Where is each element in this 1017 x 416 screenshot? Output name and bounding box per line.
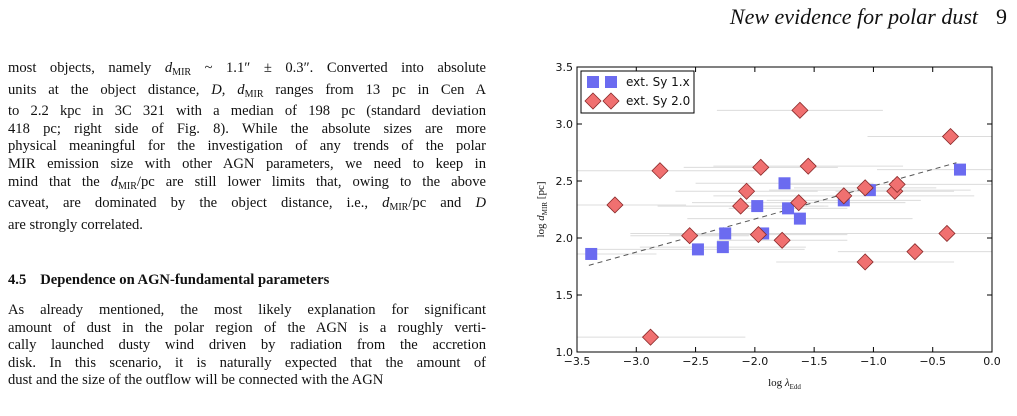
data-point-sy2	[790, 194, 808, 212]
paragraph-1: most objects, namely dMIR ~ 1.1″ ± 0.3″.…	[8, 60, 486, 234]
legend-box	[580, 70, 695, 114]
legend-marker-sy2	[584, 92, 602, 110]
legend-label: ext. Sy 2.0	[626, 94, 690, 108]
data-point-sy1	[953, 163, 966, 176]
text-line: 418 pc; right side of Fig. 8). While the…	[8, 120, 486, 137]
data-point-sy2	[749, 226, 767, 244]
text-line: most objects, namely dMIR ~ 1.1″ ± 0.3″.…	[8, 60, 486, 78]
plot-frame	[576, 66, 993, 353]
page-number: 9	[996, 4, 1007, 29]
data-point-sy1	[585, 247, 598, 260]
data-point-sy2	[606, 196, 624, 214]
section-title: Dependence on AGN-fundamental parameters	[40, 272, 330, 289]
fit-line	[588, 162, 957, 266]
data-point-sy2	[856, 179, 874, 197]
data-point-sy2	[773, 231, 791, 249]
legend-marker-sy1	[587, 76, 599, 88]
x-tick-label: −1.5	[801, 355, 828, 368]
text-line: mind that the dMIR/pc are still lower li…	[8, 173, 486, 192]
text-line: As already mentioned, the most likely ex…	[8, 301, 486, 318]
data-point-sy2	[732, 197, 750, 215]
x-tick-label: −2.0	[741, 355, 768, 368]
text-line: dust and the size of the outflow will be…	[8, 372, 384, 389]
figure: −3.5 −3.0 −2.5 −2.0 −1.5 −1.0 −0.5 0.0 1.0 1.5 2.0…	[520, 56, 1017, 416]
x-tick-label: −0.5	[919, 355, 946, 368]
x-tick-label: −1.0	[860, 355, 887, 368]
section-number: 4.5	[8, 272, 27, 289]
legend: ext. Sy 1.x ext. Sy 2.0	[580, 70, 695, 114]
y-tick-label: 2.0	[556, 232, 574, 245]
data-point-sy2	[906, 243, 924, 261]
y-tick-label: 1.0	[556, 346, 574, 359]
x-tick-label: −3.0	[623, 355, 650, 368]
legend-marker-sy1	[605, 76, 617, 88]
data-point-sy2	[799, 157, 817, 175]
y-tick-label: 3.0	[556, 118, 574, 131]
y-tick-label: 2.5	[556, 175, 574, 188]
legend-label: ext. Sy 1.x	[626, 75, 690, 89]
text-line: units at the object distance, D, dMIR ra…	[8, 81, 487, 100]
scatter-chart: −3.5 −3.0 −2.5 −2.0 −1.5 −1.0 −0.5 0.0 1.0 1.5 2.0…	[535, 61, 1001, 391]
data-point-sy1	[793, 212, 806, 225]
data-point-sy2	[641, 328, 660, 346]
data-point-sy2	[888, 175, 906, 193]
data-point-sy1	[782, 202, 795, 215]
text-line: are strongly correlated.	[8, 216, 143, 233]
x-axis-label: log λEdd	[768, 377, 801, 391]
x-tick-label: −2.5	[682, 355, 709, 368]
text-line: MIR emission size with other AGN paramet…	[8, 155, 486, 172]
data-point-sy2	[791, 101, 809, 119]
text-line: to 2.2 kpc in 3C 321 with a median of 19…	[8, 103, 486, 120]
data-point-sy2	[752, 158, 770, 176]
data-point-sy2	[938, 224, 956, 243]
data-point-sy1	[719, 227, 732, 240]
data-point-sy1	[778, 177, 791, 190]
x-tick-label: −3.5	[564, 355, 591, 368]
y-axis-label: log dMIR [pc]	[535, 181, 549, 237]
data-point-sy2	[835, 187, 853, 205]
data-point-sy1	[691, 243, 704, 256]
text-line: amount of dust in the polar region of th…	[8, 319, 486, 336]
data-point-sy2	[941, 127, 960, 146]
text-line: caveat, are dominated by the object dist…	[8, 195, 486, 214]
data-point-sy1	[716, 241, 729, 254]
text-line: physical meaningful for the investigatio…	[8, 138, 486, 155]
x-tick-label: 0.0	[983, 355, 1001, 368]
text-line: cally launched dusty wind driven by radi…	[8, 337, 486, 354]
paragraph-2: As already mentioned, the most likely ex…	[8, 302, 486, 390]
data-point-sy2	[651, 162, 669, 180]
running-head-title: New evidence for polar dust	[729, 4, 978, 29]
section-heading: 4.5 Dependence on AGN-fundamental paramet…	[8, 272, 486, 290]
text-line: disk. In this scenario, it is naturally …	[8, 354, 486, 371]
y-tick-label: 1.5	[556, 289, 574, 302]
legend-marker-sy2	[602, 92, 620, 110]
data-point-sy2	[856, 253, 874, 271]
running-head: New evidence for polar dust 9	[730, 4, 1007, 30]
data-point-sy2	[737, 182, 756, 200]
data-point-sy2	[681, 227, 699, 245]
data-point-sy1	[751, 200, 764, 213]
text-column: most objects, namely dMIR ~ 1.1″ ± 0.3″.…	[8, 60, 486, 390]
y-tick-label: 3.5	[556, 61, 574, 74]
